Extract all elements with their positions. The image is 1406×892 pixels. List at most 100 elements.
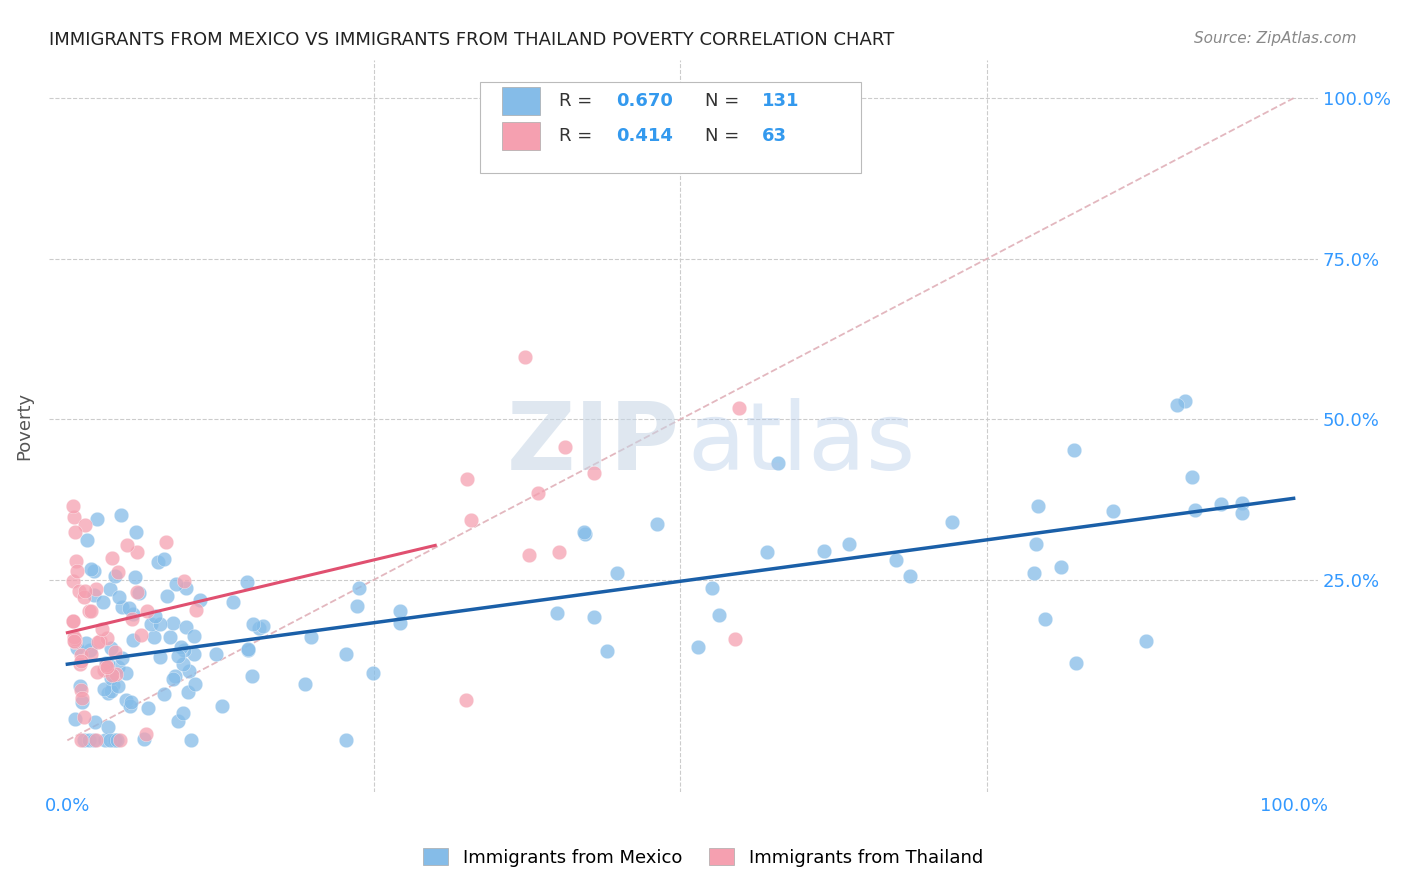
Point [121,612,143,626]
Point [183,629,205,643]
Point [1024,537,1046,551]
Point [97,686,120,700]
Text: IMMIGRANTS FROM MEXICO VS IMMIGRANTS FROM THAILAND POVERTY CORRELATION CHART: IMMIGRANTS FROM MEXICO VS IMMIGRANTS FRO… [49,31,894,49]
Point [1230,506,1253,520]
Point [162,616,184,631]
Point [1211,497,1233,511]
Point [1022,566,1045,581]
Point [111,651,134,665]
Point [153,687,176,701]
Point [1066,656,1088,670]
Point [456,472,478,486]
Text: R =: R = [560,92,592,110]
Point [79,642,101,657]
Point [456,692,478,706]
Point [572,525,595,540]
Point [574,526,596,541]
Point [346,599,368,613]
Point [156,589,179,603]
Point [645,517,668,532]
Point [72,690,94,705]
Point [98,582,121,596]
Point [166,714,188,729]
Point [62,510,84,524]
Point [143,609,166,624]
Point [163,669,186,683]
Point [813,544,835,558]
Point [252,619,274,633]
Point [700,581,723,595]
Point [176,685,198,699]
Text: Source: ZipAtlas.com: Source: ZipAtlas.com [1194,31,1357,46]
Point [62,615,84,629]
Point [84,733,107,747]
Point [517,549,540,563]
Point [1063,443,1085,458]
Point [1184,503,1206,517]
Point [1026,500,1049,514]
Point [172,657,194,671]
Point [184,677,207,691]
Point [69,733,91,747]
Point [121,632,143,647]
Point [115,538,138,552]
Point [103,569,125,583]
Point [205,647,228,661]
Point [94,656,117,670]
Point [131,628,153,642]
Point [688,640,710,654]
Point [180,733,202,747]
Point [77,733,100,747]
Point [335,647,357,661]
Point [105,666,128,681]
Point [170,640,193,655]
Point [108,590,131,604]
Point [294,677,316,691]
Point [83,564,105,578]
Point [125,525,148,540]
Point [110,508,132,522]
Point [100,640,122,655]
Point [107,679,129,693]
Point [80,647,103,661]
Point [73,584,96,599]
Point [707,608,730,623]
Point [79,604,101,618]
Point [73,590,96,604]
Point [73,733,96,747]
Point [62,614,84,628]
Point [65,564,87,578]
Point [167,648,190,663]
Point [146,555,169,569]
Point [96,657,118,672]
Point [546,606,568,620]
Point [90,622,112,636]
Point [125,545,148,559]
Text: ZIP: ZIP [508,398,679,490]
Point [93,663,115,677]
Point [177,664,200,678]
Point [70,682,93,697]
Point [86,665,108,679]
Point [132,732,155,747]
Point [63,524,86,539]
Point [153,552,176,566]
Point [1049,560,1071,574]
Point [583,467,606,481]
Point [105,733,128,747]
Point [236,574,259,589]
Point [104,733,127,747]
Point [93,681,115,696]
Point [73,710,96,724]
Point [898,569,921,583]
Point [107,660,129,674]
Point [211,699,233,714]
Text: N =: N = [706,127,740,145]
Point [121,607,143,621]
FancyBboxPatch shape [502,122,540,150]
Point [173,643,195,657]
Point [75,635,97,649]
Point [136,604,159,618]
Point [87,635,110,649]
Point [513,350,536,364]
